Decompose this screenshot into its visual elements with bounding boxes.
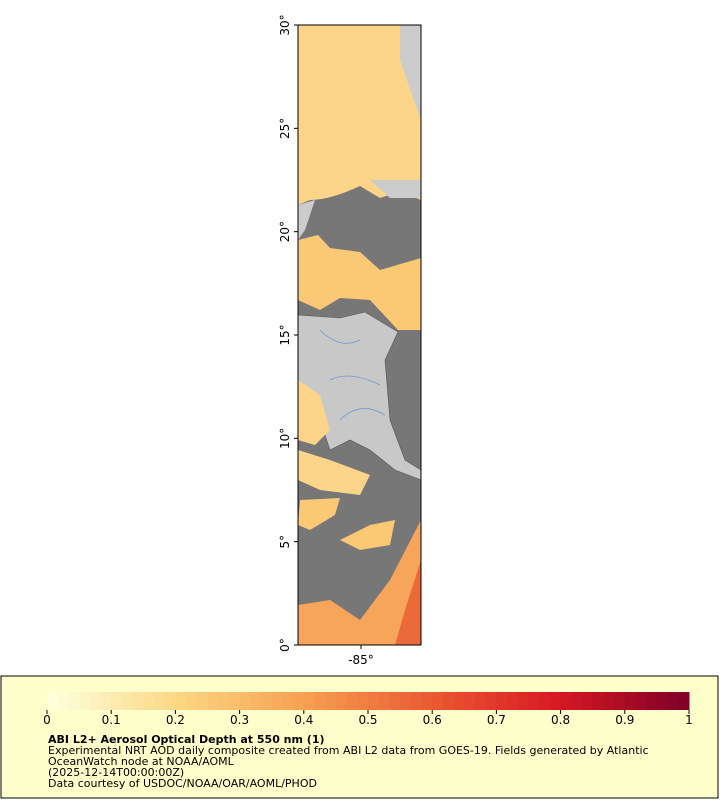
colorbar-label: 0.9	[615, 713, 634, 727]
colorbar-step	[196, 692, 208, 710]
colorbar-step	[464, 692, 476, 710]
colorbar-step	[282, 692, 294, 710]
aerosol-south-high	[395, 560, 421, 645]
colorbar-label: 0.5	[358, 713, 377, 727]
colorbar-step	[432, 692, 444, 710]
aerosol-south	[298, 520, 421, 645]
colorbar-step	[79, 692, 91, 710]
land-mexico	[298, 200, 315, 240]
colorbar-label: 0.7	[487, 713, 506, 727]
aerosol-patches	[298, 498, 395, 550]
colorbar-step	[261, 692, 273, 710]
colorbar-label: 1	[685, 713, 693, 727]
colorbar-step	[186, 692, 198, 710]
colorbar-step	[592, 692, 604, 710]
colorbar-step	[603, 692, 615, 710]
colorbar-step	[646, 692, 658, 710]
colorbar-step	[517, 692, 529, 710]
map	[297, 24, 422, 646]
legend-line: (2025-12-14T00:00:00Z)	[48, 766, 184, 779]
colorbar-step	[389, 692, 401, 710]
colorbar-step	[175, 692, 187, 710]
colorbar-step	[635, 692, 647, 710]
colorbar-step	[132, 692, 144, 710]
colorbar-step	[143, 692, 155, 710]
colorbar-step	[111, 692, 123, 710]
colorbar-step	[47, 692, 59, 710]
colorbar-step	[100, 692, 112, 710]
colorbar-step	[293, 692, 305, 710]
lat-label: 0°	[278, 638, 292, 652]
colorbar-step	[89, 692, 101, 710]
colorbar-step	[303, 692, 315, 710]
colorbar-step	[539, 692, 551, 710]
legend-line: OceanWatch node at NOAA/AOML	[48, 755, 235, 768]
colorbar: 0 0.1 0.2 0.3 0.4 0.5 0.6 0.7 0.8 0.9 1	[43, 692, 693, 727]
colorbar-label: 0.6	[423, 713, 442, 727]
colorbar-step	[475, 692, 487, 710]
colorbar-step	[667, 692, 679, 710]
land-gray	[370, 25, 421, 198]
colorbar-step	[346, 692, 358, 710]
colorbar-step	[496, 692, 508, 710]
aerosol-north	[298, 25, 421, 205]
colorbar-step	[485, 692, 497, 710]
colorbar-step	[410, 692, 422, 710]
colorbar-step	[624, 692, 636, 710]
colorbar-step	[335, 692, 348, 710]
legend-line: Experimental NRT AOD daily composite cre…	[48, 744, 649, 757]
colorbar-step	[378, 692, 390, 710]
colorbar-step	[325, 692, 337, 710]
colorbar-step	[239, 692, 251, 710]
colorbar-step	[507, 692, 519, 710]
colorbar-label: 0	[43, 713, 51, 727]
colorbar-label: 0.4	[294, 713, 313, 727]
colorbar-step	[57, 692, 69, 710]
colorbar-step	[314, 692, 326, 710]
aerosol-coast	[298, 380, 370, 495]
colorbar-label: 0.2	[166, 713, 185, 727]
colorbar-step	[560, 692, 572, 710]
legend-line: Data courtesy of USDOC/NOAA/OAR/AOML/PHO…	[48, 777, 317, 790]
colorbar-step	[614, 692, 626, 710]
lat-label: 15°	[278, 324, 292, 345]
colorbar-step	[228, 692, 241, 710]
colorbar-step	[442, 692, 455, 710]
colorbar-step	[656, 692, 669, 710]
colorbar-step	[218, 692, 230, 710]
colorbar-step	[528, 692, 540, 710]
lat-label: 20°	[278, 221, 292, 242]
colorbar-step	[582, 692, 594, 710]
lon-label: -85°	[348, 653, 374, 667]
colorbar-step	[154, 692, 166, 710]
colorbar-step	[678, 692, 690, 710]
colorbar-step	[453, 692, 465, 710]
colorbar-step	[421, 692, 433, 710]
colorbar-step	[571, 692, 583, 710]
colorbar-step	[368, 692, 380, 710]
lat-label: 25°	[278, 118, 292, 139]
legend-title: ABI L2+ Aerosol Optical Depth at 550 nm …	[48, 733, 325, 746]
lat-label: 5°	[278, 535, 292, 549]
colorbar-label: 0.1	[102, 713, 121, 727]
colorbar-step	[207, 692, 219, 710]
colorbar-step	[68, 692, 80, 710]
colorbar-step	[250, 692, 262, 710]
colorbar-label: 0.3	[230, 713, 249, 727]
lat-label: 30°	[278, 14, 292, 35]
aerosol-mid	[298, 235, 421, 330]
colorbar-step	[164, 692, 176, 710]
colorbar-step	[121, 692, 134, 710]
colorbar-step	[400, 692, 412, 710]
colorbar-label: 0.8	[551, 713, 570, 727]
lat-label: 10°	[278, 428, 292, 449]
colorbar-step	[549, 692, 562, 710]
rivers	[319, 329, 386, 421]
colorbar-step	[357, 692, 369, 710]
colorbar-step	[271, 692, 283, 710]
